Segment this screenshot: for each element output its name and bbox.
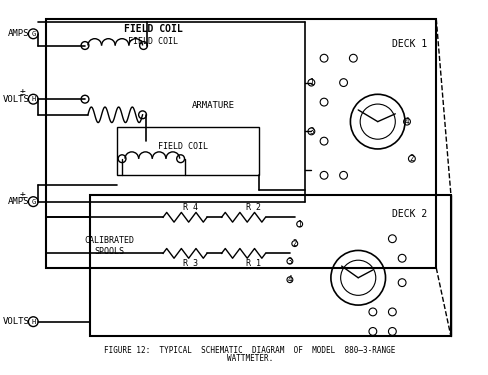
Text: FIGURE 12:  TYPICAL  SCHEMATIC  DIAGRAM  OF  MODEL  880—3-RANGE: FIGURE 12: TYPICAL SCHEMATIC DIAGRAM OF …	[104, 346, 396, 355]
Text: H: H	[31, 96, 36, 102]
Bar	[117, 126, 259, 175]
Text: R 2: R 2	[246, 203, 261, 212]
Text: R 4: R 4	[183, 203, 198, 212]
Text: 3: 3	[309, 127, 314, 136]
Text: CALIBRATED: CALIBRATED	[84, 236, 134, 245]
Text: WATTMETER.: WATTMETER.	[227, 354, 273, 363]
Text: AMPS: AMPS	[8, 197, 29, 206]
Text: R 3: R 3	[183, 259, 198, 268]
Text: H: H	[31, 319, 36, 325]
Text: VOLTS: VOLTS	[2, 317, 29, 326]
Text: 2: 2	[292, 239, 297, 248]
Text: 1: 1	[297, 220, 302, 229]
Bar	[90, 195, 451, 336]
Text: AMPS: AMPS	[8, 29, 29, 38]
Text: G: G	[31, 199, 36, 205]
Text: G: G	[31, 31, 36, 37]
Text: DECK 1: DECK 1	[392, 39, 427, 49]
Text: 4: 4	[405, 117, 409, 126]
Text: 1: 1	[309, 78, 314, 87]
Text: FIELD COIL: FIELD COIL	[128, 37, 178, 46]
Text: ARMATURE: ARMATURE	[192, 100, 235, 109]
Text: ±: ±	[20, 87, 25, 98]
Text: ±: ±	[20, 190, 25, 200]
Bar	[46, 19, 436, 268]
Text: DECK 2: DECK 2	[392, 209, 427, 219]
Text: 2: 2	[409, 154, 414, 163]
Text: 4: 4	[287, 275, 292, 284]
Text: FIELD COIL: FIELD COIL	[124, 24, 183, 34]
Text: R 1: R 1	[246, 259, 261, 268]
Text: 3: 3	[287, 256, 292, 265]
Text: SPOOLS: SPOOLS	[94, 247, 124, 256]
Text: FIELD COIL: FIELD COIL	[158, 141, 207, 150]
Text: VOLTS: VOLTS	[2, 94, 29, 104]
